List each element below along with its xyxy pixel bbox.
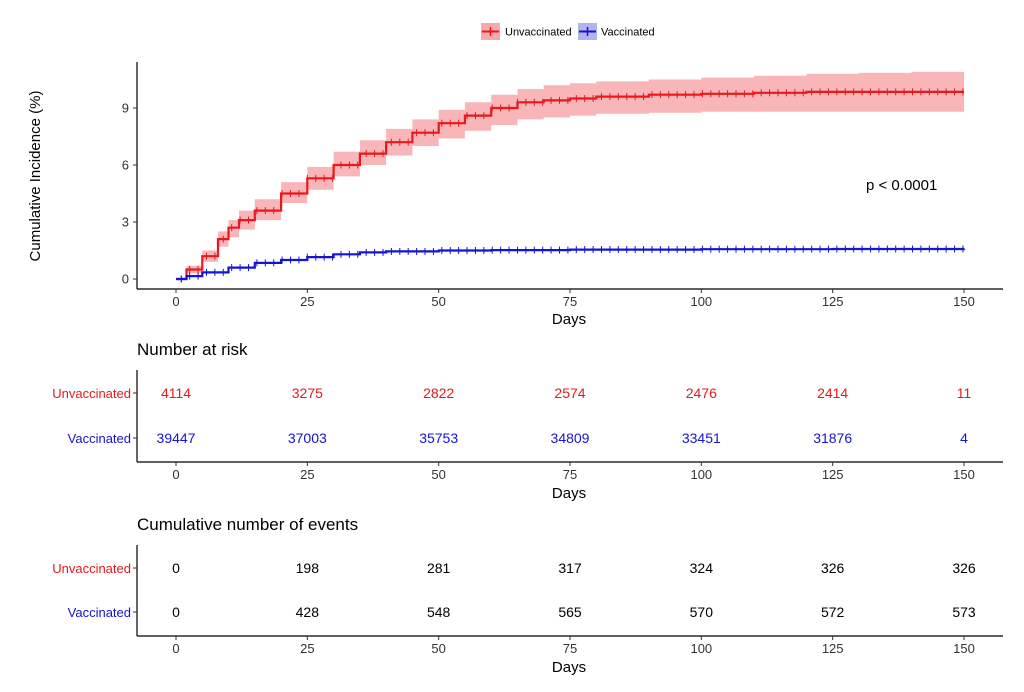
table-cell: 2414 [817,385,848,401]
table-x-tick-label: 50 [431,641,445,656]
events-table: Cumulative number of events Unvaccinated… [52,515,1003,676]
y-tick-label: 0 [122,272,129,287]
risk-x-axis-title: Days [552,485,586,502]
series-line-vaccinated [176,247,966,281]
events-x-axis-title: Days [552,659,586,676]
main-axes: 0 3 6 9 0 25 50 75 100 125 150 [122,62,1003,309]
p-value-annotation: p < 0.0001 [866,177,937,194]
series-lines-group [176,88,966,283]
table-cell: 11 [957,385,972,401]
table-cell: 317 [558,560,582,576]
table-cell: 573 [952,604,976,620]
x-tick-label: 100 [690,294,712,309]
legend-label: Unvaccinated [505,27,572,39]
table-cell: 326 [821,560,845,576]
table-x-tick-label: 100 [690,467,712,482]
x-tick-label: 150 [953,294,975,309]
legend: Unvaccinated Vaccinated [481,23,655,40]
table-cell: 324 [690,560,714,576]
table-cell: 326 [952,560,976,576]
table-cell: 565 [558,604,582,620]
table-row-label: Unvaccinated [52,386,131,401]
y-tick-label: 6 [122,158,129,173]
x-tick-label: 50 [431,294,445,309]
incidence-plot: 0 3 6 9 0 25 50 75 100 125 150 Cumulative Incidenc… [27,62,1003,328]
y-axis-title: Cumulative Incidence (%) [27,91,44,262]
table-cell: 37003 [288,430,327,446]
x-tick-label: 25 [300,294,314,309]
table-cell: 4 [960,430,968,446]
table-x-tick-label: 75 [563,641,577,656]
table-cell: 281 [427,560,451,576]
risk-table-body: Unvaccinated 4114 3275 2822 2574 2476 2414 11 Va… [52,370,1003,482]
table-row-label: Vaccinated [68,431,131,446]
series-line-unvaccinated [176,90,964,281]
table-cell: 0 [172,560,180,576]
table-x-tick-label: 0 [172,641,179,656]
table-cell: 39447 [157,430,196,446]
table-x-tick-label: 25 [300,641,314,656]
x-tick-label: 75 [563,294,577,309]
table-cell: 428 [296,604,320,620]
table-cell: 572 [821,604,845,620]
events-table-title: Cumulative number of events [137,515,358,534]
x-tick-label: 0 [172,294,179,309]
risk-table-title: Number at risk [137,340,248,359]
table-cell: 2822 [423,385,454,401]
table-cell: 0 [172,604,180,620]
table-row-label: Vaccinated [68,605,131,620]
table-x-tick-label: 150 [953,641,975,656]
table-cell: 548 [427,604,451,620]
x-tick-label: 125 [822,294,844,309]
table-row-label: Unvaccinated [52,561,131,576]
x-axis-title: Days [552,311,586,328]
table-cell: 2574 [554,385,585,401]
table-cell: 33451 [682,430,721,446]
table-cell: 31876 [813,430,852,446]
risk-table: Number at risk Unvaccinated 4114 3275 2822 2… [52,340,1003,502]
table-x-tick-label: 125 [822,467,844,482]
table-x-tick-label: 125 [822,641,844,656]
table-cell: 2476 [686,385,717,401]
table-cell: 3275 [292,385,323,401]
legend-label: Vaccinated [601,27,655,39]
table-x-tick-label: 75 [563,467,577,482]
table-cell: 570 [690,604,714,620]
table-x-tick-label: 25 [300,467,314,482]
table-cell: 198 [296,560,320,576]
table-x-tick-label: 150 [953,467,975,482]
y-tick-label: 9 [122,101,129,116]
table-x-tick-label: 100 [690,641,712,656]
table-cell: 34809 [551,430,590,446]
table-x-tick-label: 50 [431,467,445,482]
table-x-tick-label: 0 [172,467,179,482]
events-table-body: Unvaccinated 0 198 281 317 324 326 326 Vaccinate… [52,545,1003,656]
y-tick-label: 3 [122,215,129,230]
table-cell: 4114 [161,385,191,401]
table-cell: 35753 [419,430,458,446]
